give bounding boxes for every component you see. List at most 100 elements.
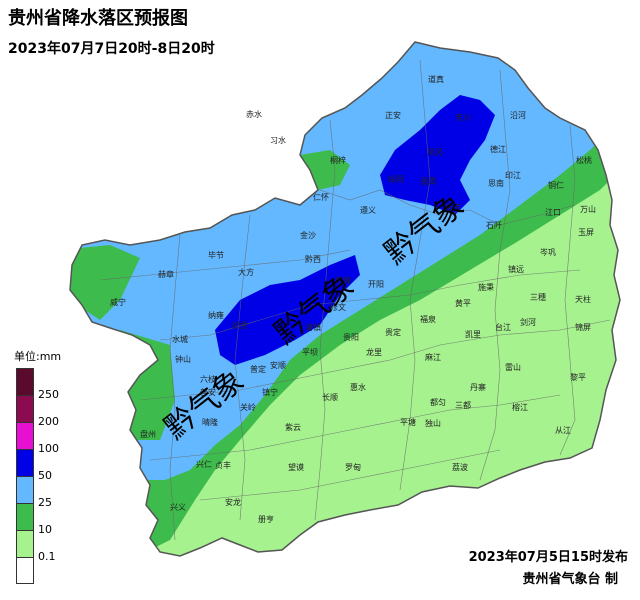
legend-swatch (16, 395, 34, 422)
city-label: 印江 (505, 171, 521, 180)
legend-swatch (16, 422, 34, 449)
legend-label: 250 (38, 388, 59, 401)
city-label: 思南 (488, 178, 504, 188)
city-label: 毕节 (208, 250, 224, 260)
city-label: 丹寨 (470, 382, 486, 392)
city-label: 威宁 (110, 297, 126, 307)
city-label: 惠水 (350, 382, 366, 392)
legend-unit: 单位:mm (14, 350, 62, 363)
city-label: 贞丰 (215, 460, 231, 470)
forecast-period: 2023年07月7日20时-8日20时 (8, 41, 215, 57)
city-label: 道真 (428, 74, 444, 84)
city-label: 湄潭 (420, 177, 436, 186)
city-label: 荔波 (452, 462, 468, 472)
city-label: 册亨 (258, 514, 274, 524)
page-title: 贵州省降水落区预报图 (8, 8, 188, 29)
legend (16, 368, 36, 584)
city-label: 绥阳 (388, 174, 404, 184)
city-label: 息烽 (335, 275, 351, 285)
city-label: 贵定 (385, 327, 401, 337)
city-label: 织金 (232, 320, 248, 330)
legend-label: 100 (38, 442, 59, 455)
city-label: 普安 (200, 387, 216, 397)
city-label: 贵阳 (343, 332, 359, 342)
city-label: 铜仁 (548, 180, 564, 190)
city-labels: 道真 正安 务川 沿河 赤水 习水 桐梓 凤冈 德江 松桃 铜仁 印江 思南 绥… (110, 74, 596, 524)
city-label: 赤水 (246, 109, 262, 119)
legend-label: 50 (38, 469, 52, 482)
city-label: 锦屏 (575, 322, 591, 332)
city-label: 赫章 (158, 269, 174, 279)
city-label: 安顺 (270, 360, 286, 370)
city-label: 黔西 (305, 254, 321, 264)
city-label: 都匀 (430, 397, 446, 407)
legend-swatch (16, 503, 34, 530)
issue-time: 2023年07月5日15时发布 (468, 550, 628, 565)
city-label: 独山 (425, 418, 441, 428)
city-label: 长顺 (322, 392, 338, 402)
city-label: 凯里 (465, 329, 481, 339)
city-label: 岑巩 (540, 247, 556, 257)
rain-zone-10-northwest (70, 245, 140, 320)
city-label: 三都 (455, 401, 471, 410)
city-label: 修文 (330, 302, 346, 312)
province-border (69, 41, 621, 557)
city-label: 龙里 (366, 347, 382, 357)
legend-swatch (16, 557, 34, 584)
city-label: 黎平 (570, 372, 586, 382)
city-label: 江口 (545, 208, 561, 217)
city-label: 镇远 (508, 264, 524, 274)
city-label: 六枝 (200, 374, 216, 384)
city-label: 天柱 (575, 294, 591, 304)
city-label: 凤冈 (427, 148, 443, 157)
city-label: 兴义 (170, 503, 186, 512)
city-label: 仁怀 (313, 192, 329, 202)
city-label: 雷山 (505, 362, 521, 372)
city-label: 剑河 (520, 317, 536, 327)
legend-label: 25 (38, 496, 52, 509)
city-label: 福泉 (420, 314, 436, 324)
city-label: 万山 (580, 204, 596, 214)
city-label: 余庆 (445, 202, 461, 212)
city-label: 关岭 (240, 402, 256, 412)
legend-label: 10 (38, 523, 52, 536)
rain-zone-50-central (215, 255, 360, 365)
city-label: 务川 (455, 112, 471, 122)
city-label: 桐梓 (330, 155, 346, 165)
legend-swatch (16, 449, 34, 476)
city-label: 罗甸 (345, 462, 361, 472)
city-label: 平坝 (302, 348, 318, 357)
city-label: 清镇 (305, 322, 321, 332)
county-borders (99, 59, 611, 541)
rain-zone-50-northeast (380, 95, 495, 215)
city-label: 黄平 (455, 298, 471, 308)
city-label: 平塘 (400, 417, 416, 427)
city-label: 晴隆 (202, 417, 218, 427)
city-label: 沿河 (510, 110, 526, 120)
city-label: 玉屏 (578, 228, 594, 237)
city-label: 纳雍 (208, 310, 224, 320)
city-label: 三穗 (530, 292, 546, 302)
city-label: 安龙 (225, 497, 241, 507)
city-label: 开阳 (368, 280, 384, 289)
city-label: 紫云 (285, 423, 301, 432)
city-label: 大方 (238, 267, 254, 277)
legend-swatch (16, 476, 34, 503)
city-label: 镇宁 (262, 387, 278, 397)
city-label: 正安 (385, 110, 401, 120)
city-label: 松桃 (576, 155, 592, 165)
city-label: 台江 (495, 322, 511, 332)
city-label: 水城 (172, 334, 188, 344)
city-label: 从江 (555, 426, 571, 435)
legend-swatch (16, 368, 34, 395)
city-label: 石阡 (486, 221, 502, 230)
city-label: 榕江 (512, 402, 528, 412)
city-label: 施秉 (478, 282, 494, 292)
city-label: 习水 (270, 135, 286, 145)
city-label: 兴仁 (196, 459, 212, 469)
legend-label: 200 (38, 415, 59, 428)
city-label: 盘州 (140, 429, 156, 439)
legend-label: 0.1 (38, 550, 56, 563)
city-label: 德江 (490, 144, 506, 154)
